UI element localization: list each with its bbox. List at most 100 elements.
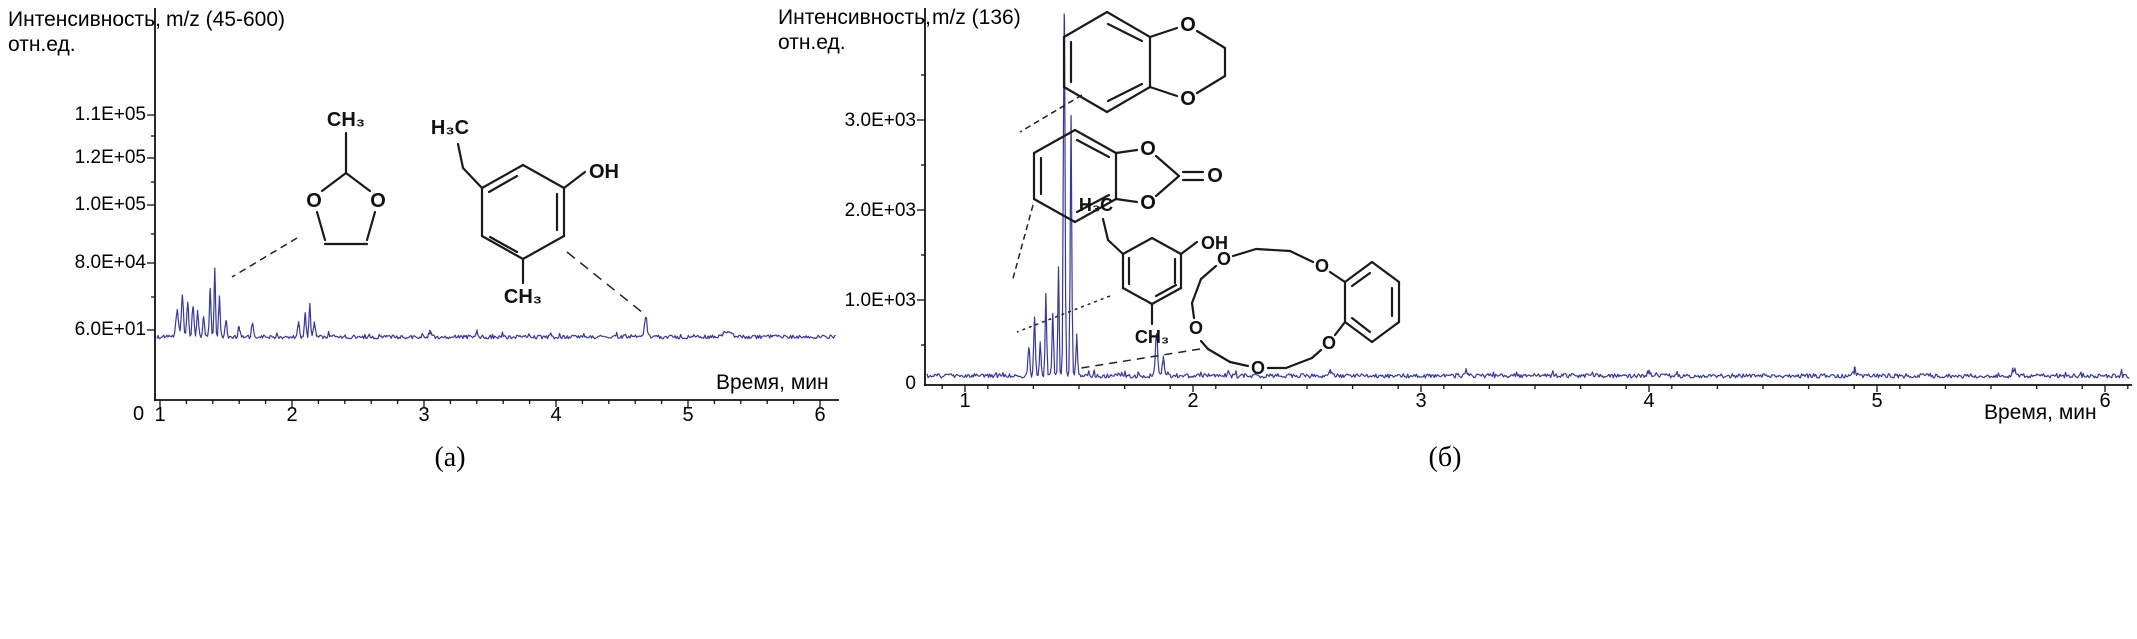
bond [1199, 339, 1210, 351]
panel-a-xtick: 6 [814, 404, 826, 426]
bond [1101, 217, 1110, 242]
bond [1288, 249, 1315, 264]
oxygen-label: O [1217, 249, 1231, 269]
bond [1150, 236, 1183, 256]
bond [1148, 85, 1179, 98]
panel-a-x-axis-title: Время, мин [716, 371, 829, 394]
panel-a-connector-phenol [566, 251, 644, 314]
ethyl-label: H₃C [1079, 195, 1113, 215]
panel-a-xtick: 5 [682, 404, 694, 426]
structure-benzodioxine: O O [1062, 10, 1227, 114]
bond [1254, 247, 1292, 253]
bond [1350, 316, 1372, 334]
oxygen-label: O [1180, 88, 1196, 110]
bond [480, 163, 525, 190]
bond [344, 171, 372, 193]
panel-b-connector-benzodioxine [1019, 94, 1083, 133]
bond [487, 174, 519, 194]
panel-b-ticks [917, 74, 2129, 392]
bond [1121, 286, 1154, 306]
panel-b-ytick: 1.0E+03 [844, 290, 916, 311]
bond [1114, 148, 1139, 155]
bond [1105, 85, 1152, 114]
methyl-label: CH₃ [1135, 327, 1169, 347]
panel-b-mz-label: m/z (136) [932, 6, 1021, 29]
bond [1121, 236, 1154, 256]
bond [1075, 138, 1111, 159]
bond [488, 235, 519, 254]
bond [1148, 26, 1179, 39]
bond [562, 170, 587, 190]
bond [1370, 320, 1401, 344]
panel-a-mz-label: m/z (45-600) [166, 8, 286, 31]
bond [1328, 270, 1347, 284]
structure-ethyl-methyl-phenol-b: OH H₃C CH₃ [1079, 195, 1228, 347]
panel-a-xtick: 4 [550, 404, 562, 426]
panel-b-xtick: 4 [1643, 390, 1655, 412]
bond [1154, 283, 1178, 298]
bond [1106, 238, 1125, 256]
bond [1154, 174, 1181, 198]
bond [461, 166, 484, 190]
panel-a-y-axis-title-line2: отн.ед. [8, 33, 76, 56]
bond [1333, 320, 1347, 337]
structure-benzodioxolone: O O O [1032, 128, 1223, 224]
bond [1231, 247, 1258, 258]
bond [1343, 320, 1374, 344]
bond [521, 234, 566, 261]
bond [1106, 22, 1144, 43]
oxygen-label: O [1251, 358, 1265, 378]
panel-a-y-axis-title-line1: Интенсивность, [8, 8, 161, 31]
chromatogram-panel-a: CH₃ O O OH H₃C CH₃ [147, 8, 839, 407]
hydroxyl-label: OH [589, 161, 619, 183]
bond [1114, 197, 1139, 204]
chromatogram-panel-b: O O O O O [917, 8, 2132, 392]
bond [1073, 128, 1118, 155]
bond [1105, 10, 1152, 39]
bond [1370, 260, 1401, 284]
panel-b-x-axis-title: Время, мин [1984, 401, 2097, 424]
panel-a-ticks [147, 114, 821, 407]
panel-a-xtick: 3 [418, 404, 430, 426]
bond [1179, 240, 1199, 256]
bond [1350, 271, 1372, 288]
bond [521, 163, 566, 190]
bond [1154, 154, 1181, 178]
panel-b-connector-crown [1074, 348, 1201, 370]
bond [1310, 348, 1323, 360]
panel-b-xtick: 3 [1415, 390, 1427, 412]
bond [1190, 277, 1203, 305]
bond [1062, 10, 1109, 39]
bond [1075, 193, 1111, 214]
panel-a-chromatogram-trace [156, 267, 836, 340]
panel-b-caption: (б) [1428, 442, 1462, 473]
panel-a-ytick: 8.0E+04 [74, 252, 146, 273]
bond [1106, 82, 1144, 103]
bond [1073, 197, 1118, 224]
methyl-label: CH₃ [327, 109, 365, 131]
panel-b-y-axis-title-line2: отн.ед. [778, 31, 846, 54]
oxygen-label: O [1180, 14, 1196, 36]
bond [480, 234, 525, 261]
ethyl-label: H₃C [431, 117, 469, 139]
panel-a-caption: (а) [434, 442, 466, 473]
oxygen-label: O [1189, 318, 1203, 338]
panel-a-xtick: 1 [154, 404, 166, 426]
panel-a-ytick: 6.0E+01 [74, 319, 146, 340]
bond [320, 171, 348, 193]
methyl-label: CH₃ [504, 286, 542, 308]
bond [1195, 29, 1227, 50]
panel-b-connector-phenol [1016, 295, 1111, 333]
panel-b-xtick: 2 [1187, 390, 1199, 412]
structure-ethyl-methyl-phenol-a: OH H₃C CH₃ [431, 117, 619, 308]
panel-a-ytick: 1.1E+05 [74, 104, 146, 125]
hydroxyl-label: OH [1201, 233, 1228, 253]
oxygen-label: O [306, 190, 322, 212]
oxygen-label: O [1140, 138, 1156, 160]
panel-a-ytick: 1.0E+05 [74, 194, 146, 215]
panel-a-ytick: 1.2E+05 [74, 147, 146, 168]
panel-b-xtick: 1 [959, 390, 971, 412]
bond [1190, 301, 1196, 320]
oxygen-label: O [370, 190, 386, 212]
